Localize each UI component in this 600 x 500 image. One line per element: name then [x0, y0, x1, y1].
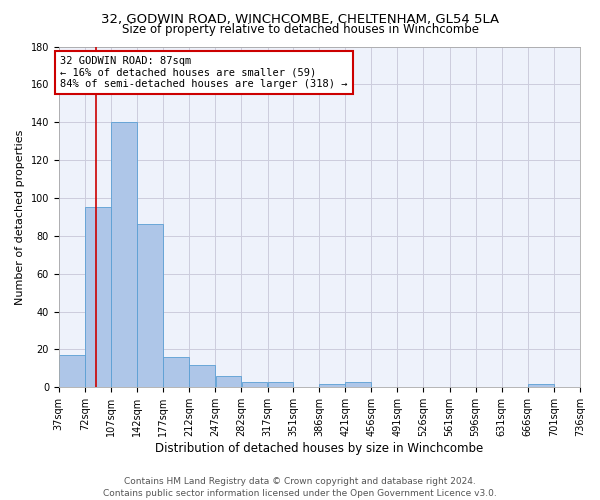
Bar	[319, 384, 345, 388]
Bar	[215, 376, 241, 388]
X-axis label: Distribution of detached houses by size in Winchcombe: Distribution of detached houses by size …	[155, 442, 484, 455]
Text: 32 GODWIN ROAD: 87sqm
← 16% of detached houses are smaller (59)
84% of semi-deta: 32 GODWIN ROAD: 87sqm ← 16% of detached …	[60, 56, 348, 89]
Bar	[242, 382, 268, 388]
Y-axis label: Number of detached properties: Number of detached properties	[15, 129, 25, 304]
Bar	[59, 355, 85, 388]
Bar	[528, 384, 554, 388]
Bar	[190, 364, 215, 388]
Text: Size of property relative to detached houses in Winchcombe: Size of property relative to detached ho…	[121, 22, 479, 36]
Bar	[111, 122, 137, 388]
Bar	[268, 382, 293, 388]
Bar	[163, 357, 189, 388]
Bar	[346, 382, 371, 388]
Text: Contains HM Land Registry data © Crown copyright and database right 2024.
Contai: Contains HM Land Registry data © Crown c…	[103, 476, 497, 498]
Bar	[137, 224, 163, 388]
Bar	[85, 208, 111, 388]
Text: 32, GODWIN ROAD, WINCHCOMBE, CHELTENHAM, GL54 5LA: 32, GODWIN ROAD, WINCHCOMBE, CHELTENHAM,…	[101, 12, 499, 26]
